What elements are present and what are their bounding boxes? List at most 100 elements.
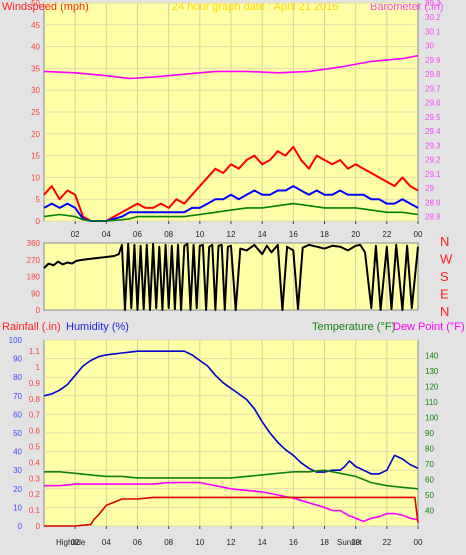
x-tick-label: 10 (195, 538, 204, 547)
rain-tick-label: 1.1 (29, 347, 41, 356)
right-tick-label: 29 (425, 184, 434, 193)
rainfall-line (44, 496, 419, 527)
x-tick-label: 20 (351, 230, 360, 239)
temperature-line (44, 469, 419, 490)
rain-tick-label: 0.2 (29, 490, 41, 499)
x-tick-label: 00 (414, 230, 423, 239)
y-tick-label: 45 (31, 21, 40, 30)
x-tick-label: 10 (195, 230, 204, 239)
right-tick-label: 29.9 (425, 56, 441, 65)
rainfall-axis-title: Rainfall (.in) (2, 321, 61, 333)
y-tick-label: 5 (36, 195, 41, 204)
y-tick-label: 30 (13, 466, 22, 475)
y-tick-label: 60 (13, 410, 22, 419)
y-tick-label: 30 (31, 86, 40, 95)
x-tick-label: 08 (164, 230, 173, 239)
direction-line (43, 242, 419, 311)
barometer-line (43, 54, 419, 80)
dewpoint-line (44, 481, 419, 523)
barometer-axis-title: Barometer (.in) (370, 1, 443, 13)
y-tick-label: 180 (27, 273, 41, 282)
y-tick-label: 35 (31, 64, 40, 73)
y-tick-label: 20 (13, 485, 22, 494)
x-tick-label: 06 (133, 538, 142, 547)
rain-tick-label: 0.8 (29, 395, 41, 404)
direction-letter: S (440, 269, 449, 284)
right-tick-label: 30.2 (425, 13, 441, 22)
x-tick-label: 16 (289, 538, 298, 547)
y-tick-label: 90 (31, 289, 40, 298)
x-tick-label: 20 (351, 538, 360, 547)
y-tick-label: 50 (13, 429, 22, 438)
x-tick-label: 12 (227, 538, 236, 547)
right-tick-label: 30.3 (425, 0, 441, 8)
right-tick-label: 29.7 (425, 84, 441, 93)
rain-tick-label: 1 (36, 363, 41, 372)
y-tick-label: 0 (36, 306, 41, 315)
right-tick-label: 29.6 (425, 99, 441, 108)
right-tick-label: 30 (425, 42, 434, 51)
right-tick-label: 29.3 (425, 141, 441, 150)
x-tick-label: 22 (382, 230, 391, 239)
rain-tick-label: 0.1 (29, 506, 41, 515)
right-tick-label: 50 (425, 491, 434, 500)
right-tick-label: 29.5 (425, 113, 441, 122)
right-tick-label: 28.8 (425, 213, 441, 222)
right-tick-label: 29.2 (425, 156, 441, 165)
rain-tick-label: 0.7 (29, 411, 41, 420)
y-tick-label: 50 (31, 0, 40, 8)
y-tick-label: 360 (27, 239, 41, 248)
y-tick-label: 15 (31, 152, 40, 161)
x-tick-label: 02 (71, 538, 80, 547)
x-tick-label: 02 (71, 230, 80, 239)
x-tick-label: 06 (133, 230, 142, 239)
windspeed-axis-title: Windspeed (mph) (2, 1, 89, 13)
y-tick-label: 80 (13, 373, 22, 382)
x-tick-label: 04 (102, 230, 111, 239)
sunset-label: Sunset (337, 538, 363, 547)
rain-tick-label: 0.9 (29, 379, 41, 388)
right-tick-label: 28.9 (425, 198, 441, 207)
wind_low-line (43, 202, 419, 222)
y-tick-label: 25 (31, 108, 40, 117)
x-tick-label: 14 (258, 230, 267, 239)
rain-tick-label: 0.4 (29, 458, 41, 467)
y-tick-label: 0 (36, 217, 41, 226)
right-tick-label: 60 (425, 476, 434, 485)
right-tick-label: 29.8 (425, 70, 441, 79)
right-tick-label: 90 (425, 429, 434, 438)
humidity-axis-title: Humidity (%) (66, 321, 129, 333)
x-tick-label: 18 (320, 230, 329, 239)
humidity-line (43, 350, 419, 475)
y-tick-label: 10 (13, 503, 22, 512)
dewpoint-axis-title: Dew Point (°F) (393, 321, 465, 333)
x-tick-label: 14 (258, 538, 267, 547)
x-tick-label: 08 (164, 538, 173, 547)
y-tick-label: 100 (9, 336, 23, 345)
right-tick-label: 100 (425, 414, 439, 423)
right-tick-label: 130 (425, 367, 439, 376)
graph-date-title: 24 hour graph date : April 21 2016 (172, 1, 338, 13)
right-tick-label: 80 (425, 445, 434, 454)
y-tick-label: 40 (13, 448, 22, 457)
direction-letter: E (440, 287, 449, 302)
right-tick-label: 140 (425, 352, 439, 361)
x-tick-label: 00 (414, 538, 423, 547)
rain-tick-label: 0.5 (29, 443, 41, 452)
rain-tick-label: 0.6 (29, 427, 41, 436)
y-tick-label: 0 (18, 522, 23, 531)
right-tick-label: 29.1 (425, 170, 441, 179)
right-tick-label: 70 (425, 460, 434, 469)
direction-letter: N (440, 304, 449, 319)
x-tick-label: 12 (227, 230, 236, 239)
x-tick-label: 22 (382, 538, 391, 547)
x-tick-label: 16 (289, 230, 298, 239)
rain-tick-label: 0 (36, 522, 41, 531)
y-tick-label: 40 (31, 43, 40, 52)
temperature-axis-title: Temperature (°F) (312, 321, 395, 333)
rain-tick-label: 0.3 (29, 474, 41, 483)
x-tick-label: 18 (320, 538, 329, 547)
right-tick-label: 120 (425, 383, 439, 392)
right-tick-label: 110 (425, 398, 438, 407)
